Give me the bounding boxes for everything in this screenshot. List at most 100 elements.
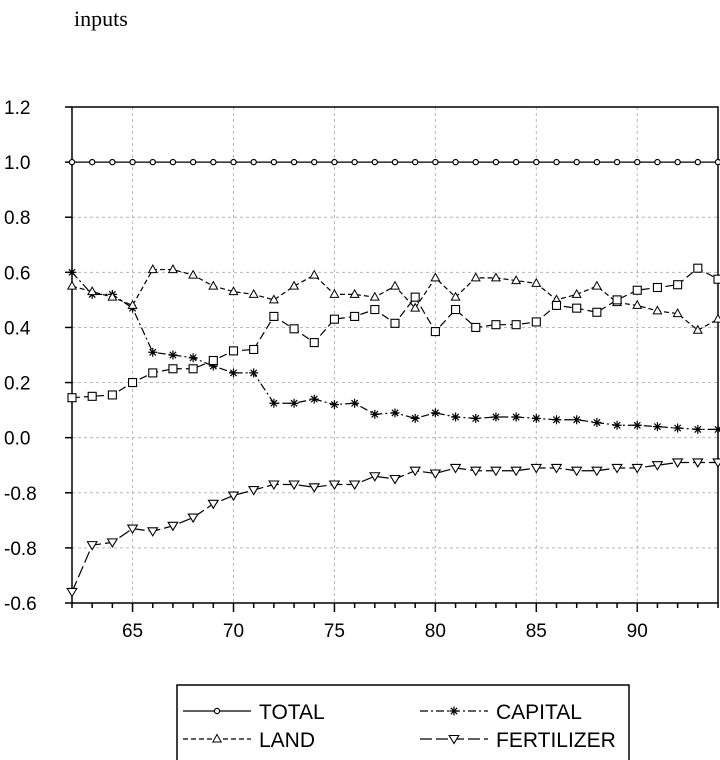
y-tick-label: 0.8 bbox=[4, 208, 30, 229]
data-point-total bbox=[290, 158, 298, 166]
data-point-fertilizer bbox=[126, 524, 139, 535]
data-point-fertilizer bbox=[469, 466, 482, 477]
data-point-land bbox=[147, 264, 158, 274]
data-point-total bbox=[189, 158, 197, 166]
data-point-capital bbox=[531, 413, 541, 423]
data-point-land bbox=[672, 308, 683, 318]
data-point-land bbox=[268, 294, 279, 304]
data-point-land bbox=[490, 272, 501, 282]
data-point-fertilizer bbox=[712, 458, 720, 469]
data-point-fertilizer bbox=[490, 466, 502, 477]
legend-label: CAPITAL bbox=[496, 701, 582, 724]
data-point-labor bbox=[491, 320, 501, 330]
data-point-total bbox=[230, 158, 237, 166]
data-point-labor bbox=[451, 304, 461, 315]
data-point-fertilizer bbox=[530, 463, 543, 474]
data-point-fertilizer bbox=[409, 466, 421, 477]
data-point-total bbox=[634, 158, 641, 166]
y-tick-label: 0.2 bbox=[4, 374, 30, 395]
data-point-fertilizer bbox=[611, 463, 623, 474]
data-point-land bbox=[349, 288, 360, 298]
legend-item-land: LAND bbox=[183, 729, 315, 752]
data-point-labor bbox=[289, 324, 299, 334]
y-tick-label: 1.2 bbox=[4, 98, 30, 119]
data-point-labor bbox=[269, 311, 279, 321]
data-point-capital bbox=[673, 423, 683, 433]
y-tick-label: -0.6 bbox=[4, 594, 37, 615]
data-point-land bbox=[450, 291, 461, 301]
data-point-fertilizer bbox=[268, 480, 280, 491]
data-point-total bbox=[371, 158, 379, 166]
data-point-capital bbox=[410, 413, 420, 423]
data-point-fertilizer bbox=[510, 466, 522, 477]
data-point-labor bbox=[673, 280, 683, 290]
data-point-total bbox=[613, 158, 621, 166]
data-point-fertilizer bbox=[187, 513, 199, 524]
data-point-land bbox=[591, 280, 602, 290]
legend-marker-land bbox=[211, 733, 223, 743]
data-point-labor bbox=[693, 263, 703, 273]
data-point-capital bbox=[652, 422, 662, 432]
legend-label: LAND bbox=[259, 729, 315, 752]
data-point-fertilizer bbox=[591, 466, 603, 477]
data-point-fertilizer bbox=[308, 483, 321, 493]
data-point-capital bbox=[289, 398, 299, 408]
x-tick-label: 75 bbox=[324, 621, 345, 642]
data-point-capital bbox=[471, 413, 481, 423]
series-capital bbox=[67, 267, 720, 434]
data-point-total bbox=[512, 158, 520, 166]
data-point-fertilizer bbox=[389, 474, 401, 485]
data-point-land bbox=[228, 286, 239, 296]
data-point-total bbox=[472, 158, 479, 166]
data-point-labor bbox=[471, 322, 481, 332]
data-point-capital bbox=[572, 415, 582, 425]
data-point-capital bbox=[693, 424, 703, 434]
data-point-total bbox=[573, 158, 580, 166]
legend-label: TOTAL bbox=[259, 701, 325, 724]
y-axis-ticks: -0.6 -0.8 -0.8 0.0 0.2 0.4 0.6 0.8 1.0 1.2 bbox=[4, 98, 72, 615]
data-point-land bbox=[107, 291, 118, 301]
data-point-labor bbox=[531, 317, 541, 327]
x-tick-label: 65 bbox=[122, 621, 143, 642]
data-point-land bbox=[208, 280, 219, 290]
data-point-land bbox=[712, 313, 720, 323]
data-point-total bbox=[714, 158, 720, 166]
data-point-labor bbox=[390, 318, 400, 328]
data-point-labor bbox=[168, 364, 178, 374]
data-point-labor bbox=[572, 303, 582, 313]
series-fertilizer bbox=[66, 458, 720, 598]
data-point-labor bbox=[329, 314, 339, 324]
data-point-labor bbox=[592, 307, 602, 317]
data-point-fertilizer bbox=[167, 521, 179, 532]
data-point-total bbox=[88, 158, 96, 166]
data-point-capital bbox=[451, 412, 461, 422]
data-point-land bbox=[188, 269, 199, 279]
data-point-land bbox=[248, 288, 259, 298]
data-point-capital bbox=[511, 412, 521, 422]
data-point-capital bbox=[269, 398, 279, 408]
data-point-labor bbox=[410, 292, 420, 302]
data-point-total bbox=[169, 158, 177, 166]
data-point-land bbox=[309, 269, 320, 279]
data-point-capital bbox=[309, 394, 319, 404]
data-point-fertilizer bbox=[348, 480, 361, 491]
data-point-labor bbox=[128, 378, 138, 388]
data-point-capital bbox=[329, 400, 339, 410]
data-point-total bbox=[109, 158, 116, 166]
data-point-capital bbox=[592, 418, 602, 428]
data-point-land bbox=[652, 305, 663, 315]
data-point-fertilizer bbox=[66, 587, 78, 598]
legend-item-labor: LABOR bbox=[259, 757, 330, 760]
data-point-fertilizer bbox=[631, 463, 644, 474]
y-tick-label: 0.6 bbox=[4, 263, 30, 284]
data-point-land bbox=[127, 299, 138, 309]
y-tick-label: -0.8 bbox=[4, 484, 37, 505]
data-point-labor bbox=[632, 285, 642, 295]
data-point-capital bbox=[168, 350, 178, 360]
data-point-fertilizer bbox=[106, 538, 119, 548]
data-point-total bbox=[654, 158, 661, 166]
data-point-labor bbox=[228, 346, 239, 356]
page-heading: inputs bbox=[74, 6, 128, 31]
data-point-labor bbox=[249, 344, 259, 355]
